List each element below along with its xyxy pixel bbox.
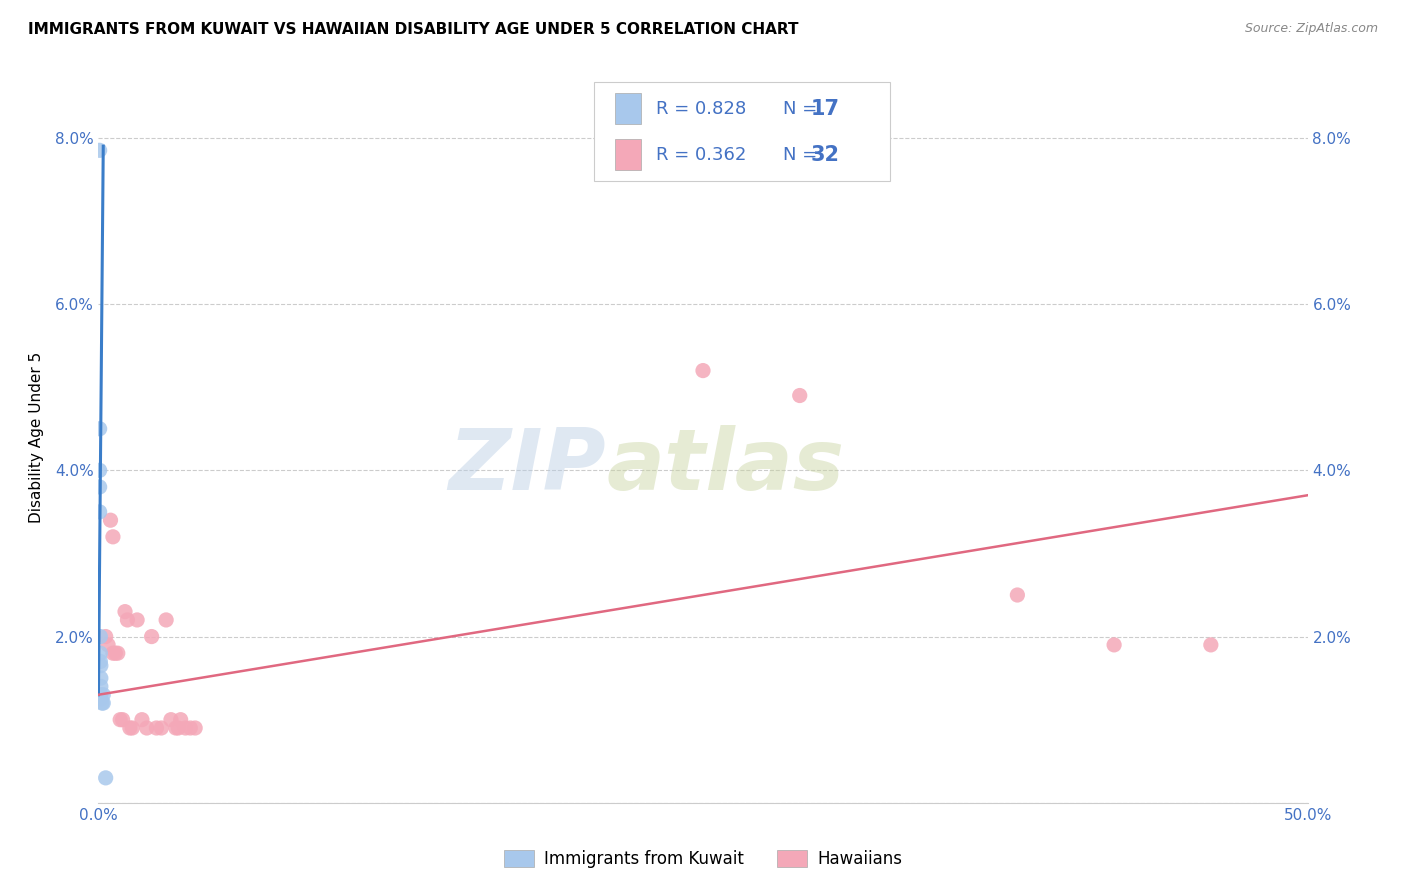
Point (100, 513, 122, 527)
Point (135, 721, 157, 735)
Point (155, 613, 177, 627)
Text: Source: ZipAtlas.com: Source: ZipAtlas.com (1244, 22, 1378, 36)
Point (789, 388, 811, 402)
Point (101, 530, 124, 544)
Point (91, 688, 114, 702)
Point (184, 721, 207, 735)
Text: atlas: atlas (606, 425, 845, 508)
Point (89, 463, 111, 477)
Point (179, 721, 201, 735)
Point (141, 630, 163, 644)
Point (131, 713, 153, 727)
Point (108, 713, 131, 727)
Point (117, 613, 139, 627)
Point (111, 713, 134, 727)
Point (90, 688, 112, 702)
Text: N =: N = (783, 145, 823, 163)
Point (145, 721, 167, 735)
Point (90, 671, 112, 685)
Point (91, 696, 114, 710)
Point (1102, 638, 1125, 652)
Point (692, 363, 714, 377)
Text: 17: 17 (811, 99, 839, 119)
Point (118, 721, 141, 735)
Point (1007, 588, 1029, 602)
FancyBboxPatch shape (614, 139, 641, 169)
Text: R = 0.828: R = 0.828 (655, 100, 747, 118)
Point (101, 646, 124, 660)
Point (89, 144, 111, 158)
FancyBboxPatch shape (614, 94, 641, 124)
Point (90, 658, 112, 673)
Point (90, 680, 112, 694)
Point (94, 771, 117, 785)
Legend: Immigrants from Kuwait, Hawaiians: Immigrants from Kuwait, Hawaiians (498, 843, 908, 875)
Point (169, 713, 191, 727)
Point (89, 630, 111, 644)
Point (90, 692, 112, 706)
Y-axis label: Disability Age Under 5: Disability Age Under 5 (28, 351, 44, 523)
Point (89, 480, 111, 494)
Point (160, 713, 183, 727)
Point (89, 422, 111, 436)
Point (165, 721, 187, 735)
Point (107, 646, 129, 660)
Point (114, 605, 136, 619)
FancyBboxPatch shape (595, 82, 890, 181)
Text: N =: N = (783, 100, 823, 118)
Point (1199, 638, 1222, 652)
Point (91, 696, 114, 710)
Point (121, 721, 143, 735)
Text: IMMIGRANTS FROM KUWAIT VS HAWAIIAN DISABILITY AGE UNDER 5 CORRELATION CHART: IMMIGRANTS FROM KUWAIT VS HAWAIIAN DISAB… (28, 22, 799, 37)
Point (174, 721, 197, 735)
Text: 32: 32 (811, 145, 839, 164)
Point (89, 505, 111, 519)
Point (167, 721, 190, 735)
Point (89, 646, 111, 660)
Text: ZIP: ZIP (449, 425, 606, 508)
Point (150, 721, 173, 735)
Point (94, 630, 117, 644)
Point (97, 638, 120, 652)
Point (127, 613, 149, 627)
Point (104, 646, 127, 660)
Point (89, 655, 111, 669)
Text: R = 0.362: R = 0.362 (655, 145, 747, 163)
